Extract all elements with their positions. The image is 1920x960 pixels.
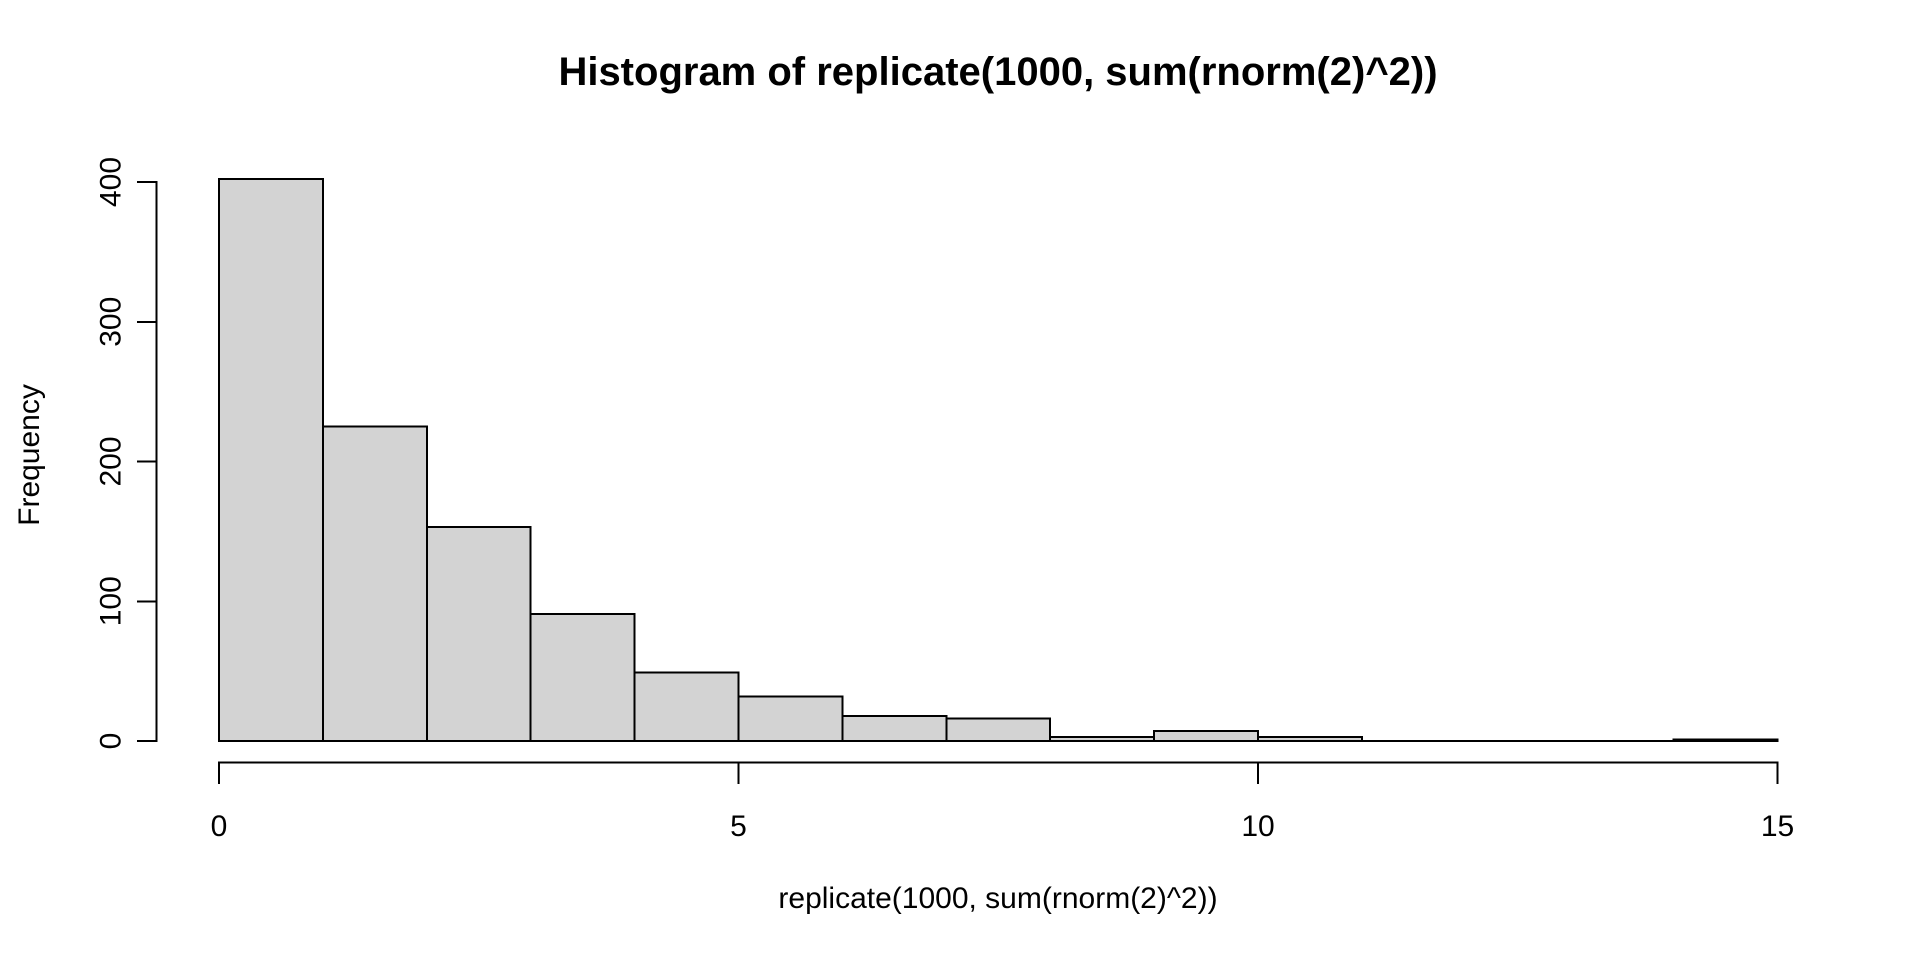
histogram-bar (737, 695, 844, 743)
y-tick-label: 0 (95, 733, 128, 750)
x-tick-label: 5 (730, 810, 747, 843)
x-axis-title: replicate(1000, sum(rnorm(2)^2)) (778, 882, 1218, 915)
y-tick-label: 100 (95, 576, 128, 626)
y-tick-label: 300 (95, 297, 128, 347)
y-tick-label: 200 (95, 436, 128, 486)
histogram-bar (218, 178, 324, 742)
histogram-bar (425, 526, 532, 742)
histogram-bar (633, 671, 740, 743)
histogram-bar (945, 717, 1052, 743)
histogram-bar (321, 425, 428, 742)
chart-title: Histogram of replicate(1000, sum(rnorm(2… (558, 50, 1438, 94)
y-tick-label: 400 (95, 157, 128, 207)
histogram-bar (841, 714, 948, 742)
x-tick-label: 10 (1241, 810, 1274, 843)
histogram-bar (1153, 730, 1259, 743)
x-tick-label: 15 (1761, 810, 1794, 843)
x-tick-label: 0 (211, 810, 228, 843)
histogram-bar (529, 612, 636, 743)
